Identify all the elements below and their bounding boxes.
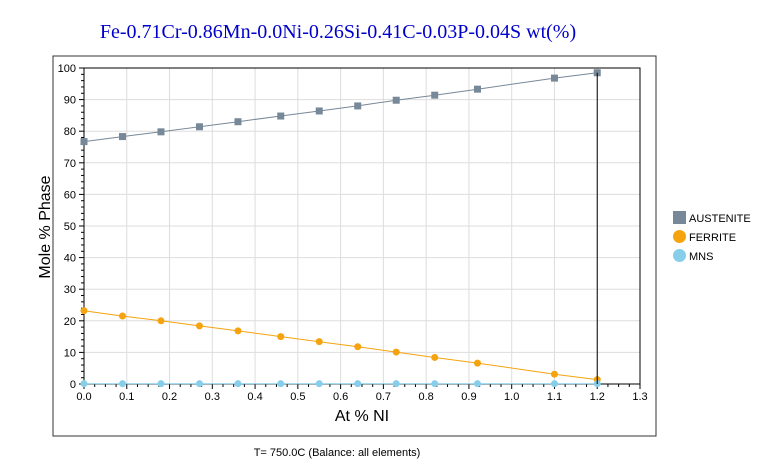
x-tick-label: 0.9 [461, 391, 476, 403]
x-axis-title: At % NI [335, 408, 389, 425]
mns-point [234, 380, 242, 388]
austenite-point [431, 91, 439, 99]
y-tick-label: 10 [64, 347, 76, 359]
ferrite-point [234, 327, 242, 335]
ferrite-legend-swatch [673, 230, 686, 243]
x-tick-label: 0.1 [119, 391, 134, 403]
ferrite-point [157, 317, 165, 325]
mns-point [80, 380, 88, 388]
austenite-point [118, 133, 126, 141]
mns-point [157, 380, 165, 388]
legend: AUSTENITE FERRITE MNS [673, 211, 751, 263]
mns-legend-swatch [673, 249, 686, 262]
y-tick-label: 0 [70, 379, 76, 391]
ferrite-point [431, 353, 439, 361]
mns-point [315, 380, 323, 388]
series-layer [80, 69, 601, 388]
x-tick-label: 0.4 [247, 391, 262, 403]
austenite-point [195, 123, 203, 131]
ferrite-point [80, 307, 88, 315]
austenite-point [354, 102, 362, 110]
x-tick-label: 1.3 [632, 391, 647, 403]
austenite-legend-swatch [673, 211, 686, 224]
austenite-point [392, 96, 400, 104]
mns-point [354, 380, 362, 388]
ferrite-legend-label: FERRITE [689, 232, 736, 244]
austenite-point [315, 107, 323, 115]
x-tick-label: 0.3 [205, 391, 220, 403]
x-tick-label: 0.2 [162, 391, 177, 403]
x-tick-label: 0.5 [290, 391, 305, 403]
chart-footnote: T= 750.0C (Balance: all elements) [254, 447, 421, 459]
ferrite-point [315, 338, 323, 346]
y-tick-label: 80 [64, 126, 76, 138]
austenite-point [157, 128, 165, 136]
chart-title: Fe-0.71Cr-0.86Mn-0.0Ni-0.26Si-0.41C-0.03… [100, 21, 576, 43]
mns-point [195, 380, 203, 388]
ferrite-point [195, 322, 203, 330]
mns-point [277, 380, 285, 388]
ferrite-point [392, 348, 400, 356]
mns-point [118, 380, 126, 388]
x-tick-label: 0.0 [76, 391, 91, 403]
grid [84, 68, 640, 384]
x-tick-label: 0.8 [419, 391, 434, 403]
y-tick-label: 60 [64, 189, 76, 201]
x-tick-label: 1.2 [590, 391, 605, 403]
y-tick-label: 50 [64, 221, 76, 233]
mns-point [550, 380, 558, 388]
y-axis-title: Mole % Phase [37, 175, 54, 278]
y-tick-label: 20 [64, 316, 76, 328]
ferrite-point [118, 312, 126, 320]
y-tick-label: 40 [64, 253, 76, 265]
austenite-legend-label: AUSTENITE [689, 213, 751, 225]
ferrite-point [473, 359, 481, 367]
ferrite-point [277, 333, 285, 341]
austenite-point [277, 112, 285, 120]
ferrite-point [354, 343, 362, 351]
mns-point [473, 380, 481, 388]
x-tick-label: 0.7 [376, 391, 391, 403]
mns-point [431, 380, 439, 388]
y-tick-label: 30 [64, 284, 76, 296]
y-tick-label: 90 [64, 95, 76, 107]
x-tick-label: 1.0 [504, 391, 519, 403]
outer-frame [52, 55, 657, 437]
y-tick-label: 100 [58, 63, 76, 75]
mns-point [392, 380, 400, 388]
ferrite-point [550, 370, 558, 378]
mns-legend-label: MNS [689, 251, 713, 263]
x-tick-label: 0.6 [333, 391, 348, 403]
x-tick-label: 1.1 [547, 391, 562, 403]
y-tick-label: 70 [64, 158, 76, 170]
austenite-point [550, 74, 558, 82]
austenite-point [473, 85, 481, 93]
austenite-point [80, 138, 88, 146]
austenite-point [234, 118, 242, 126]
axes: 0.0 0.1 0.2 0.3 0.4 0.5 0.6 0.7 0.8 0.9 1.0 1.1 1.2 1… [58, 63, 648, 403]
